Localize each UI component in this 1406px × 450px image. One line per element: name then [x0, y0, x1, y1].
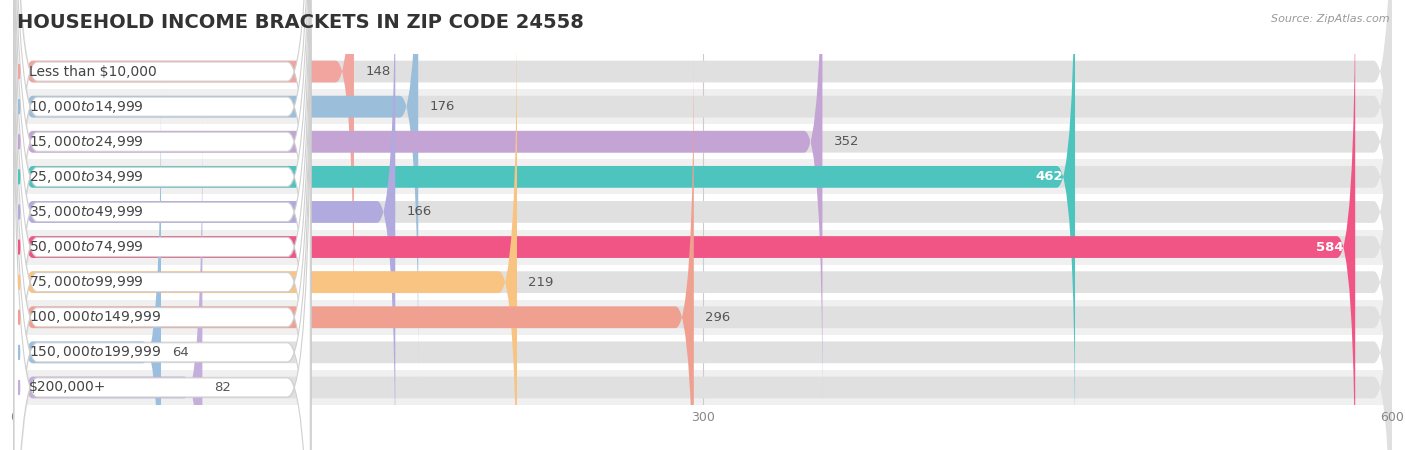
FancyBboxPatch shape	[14, 0, 1392, 450]
FancyBboxPatch shape	[14, 0, 418, 377]
FancyBboxPatch shape	[14, 82, 162, 450]
FancyBboxPatch shape	[15, 0, 312, 450]
FancyBboxPatch shape	[14, 0, 311, 450]
FancyBboxPatch shape	[14, 117, 202, 450]
FancyBboxPatch shape	[14, 0, 311, 450]
FancyBboxPatch shape	[14, 0, 395, 450]
Text: 219: 219	[529, 276, 554, 288]
Text: $35,000 to $49,999: $35,000 to $49,999	[28, 204, 143, 220]
FancyBboxPatch shape	[15, 0, 312, 414]
FancyBboxPatch shape	[14, 0, 311, 450]
Text: Source: ZipAtlas.com: Source: ZipAtlas.com	[1271, 14, 1389, 23]
FancyBboxPatch shape	[14, 0, 1392, 450]
FancyBboxPatch shape	[14, 47, 1392, 450]
Text: 352: 352	[834, 135, 859, 148]
Text: $25,000 to $34,999: $25,000 to $34,999	[28, 169, 143, 185]
Text: 462: 462	[1036, 171, 1063, 183]
Bar	[14, 370, 1392, 405]
Bar	[14, 89, 1392, 124]
Bar	[14, 265, 1392, 300]
Text: 166: 166	[406, 206, 432, 218]
FancyBboxPatch shape	[14, 0, 1392, 447]
Bar	[14, 230, 1392, 265]
FancyBboxPatch shape	[14, 12, 517, 450]
FancyBboxPatch shape	[14, 12, 1392, 450]
FancyBboxPatch shape	[14, 0, 1355, 450]
FancyBboxPatch shape	[14, 0, 1392, 342]
Bar	[14, 54, 1392, 89]
Text: HOUSEHOLD INCOME BRACKETS IN ZIP CODE 24558: HOUSEHOLD INCOME BRACKETS IN ZIP CODE 24…	[17, 14, 583, 32]
FancyBboxPatch shape	[14, 11, 311, 450]
Text: $75,000 to $99,999: $75,000 to $99,999	[28, 274, 143, 290]
FancyBboxPatch shape	[14, 0, 823, 412]
FancyBboxPatch shape	[14, 0, 1392, 377]
Text: Less than $10,000: Less than $10,000	[28, 64, 156, 79]
FancyBboxPatch shape	[14, 47, 693, 450]
Bar	[14, 335, 1392, 370]
Text: 584: 584	[1316, 241, 1344, 253]
FancyBboxPatch shape	[14, 117, 1392, 450]
Text: 296: 296	[706, 311, 731, 324]
FancyBboxPatch shape	[15, 11, 312, 450]
FancyBboxPatch shape	[14, 82, 1392, 450]
Text: 64: 64	[173, 346, 190, 359]
Text: $200,000+: $200,000+	[28, 380, 107, 395]
FancyBboxPatch shape	[14, 0, 1392, 412]
FancyBboxPatch shape	[15, 46, 312, 450]
FancyBboxPatch shape	[14, 0, 1076, 447]
FancyBboxPatch shape	[15, 0, 312, 450]
FancyBboxPatch shape	[14, 46, 311, 450]
Text: 176: 176	[430, 100, 456, 113]
FancyBboxPatch shape	[15, 0, 312, 450]
FancyBboxPatch shape	[15, 0, 312, 450]
FancyBboxPatch shape	[14, 0, 311, 448]
Text: $10,000 to $14,999: $10,000 to $14,999	[28, 99, 143, 115]
FancyBboxPatch shape	[15, 0, 312, 450]
Text: 148: 148	[366, 65, 391, 78]
Text: $50,000 to $74,999: $50,000 to $74,999	[28, 239, 143, 255]
FancyBboxPatch shape	[15, 0, 312, 450]
Text: $100,000 to $149,999: $100,000 to $149,999	[28, 309, 162, 325]
FancyBboxPatch shape	[14, 0, 311, 450]
FancyBboxPatch shape	[14, 0, 311, 450]
FancyBboxPatch shape	[14, 0, 311, 450]
Bar	[14, 124, 1392, 159]
Bar	[14, 159, 1392, 194]
Text: 82: 82	[214, 381, 231, 394]
Text: $15,000 to $24,999: $15,000 to $24,999	[28, 134, 143, 150]
Text: $150,000 to $199,999: $150,000 to $199,999	[28, 344, 162, 360]
FancyBboxPatch shape	[15, 0, 312, 449]
Bar	[14, 300, 1392, 335]
Bar	[14, 194, 1392, 230]
FancyBboxPatch shape	[14, 0, 354, 342]
FancyBboxPatch shape	[14, 0, 311, 413]
